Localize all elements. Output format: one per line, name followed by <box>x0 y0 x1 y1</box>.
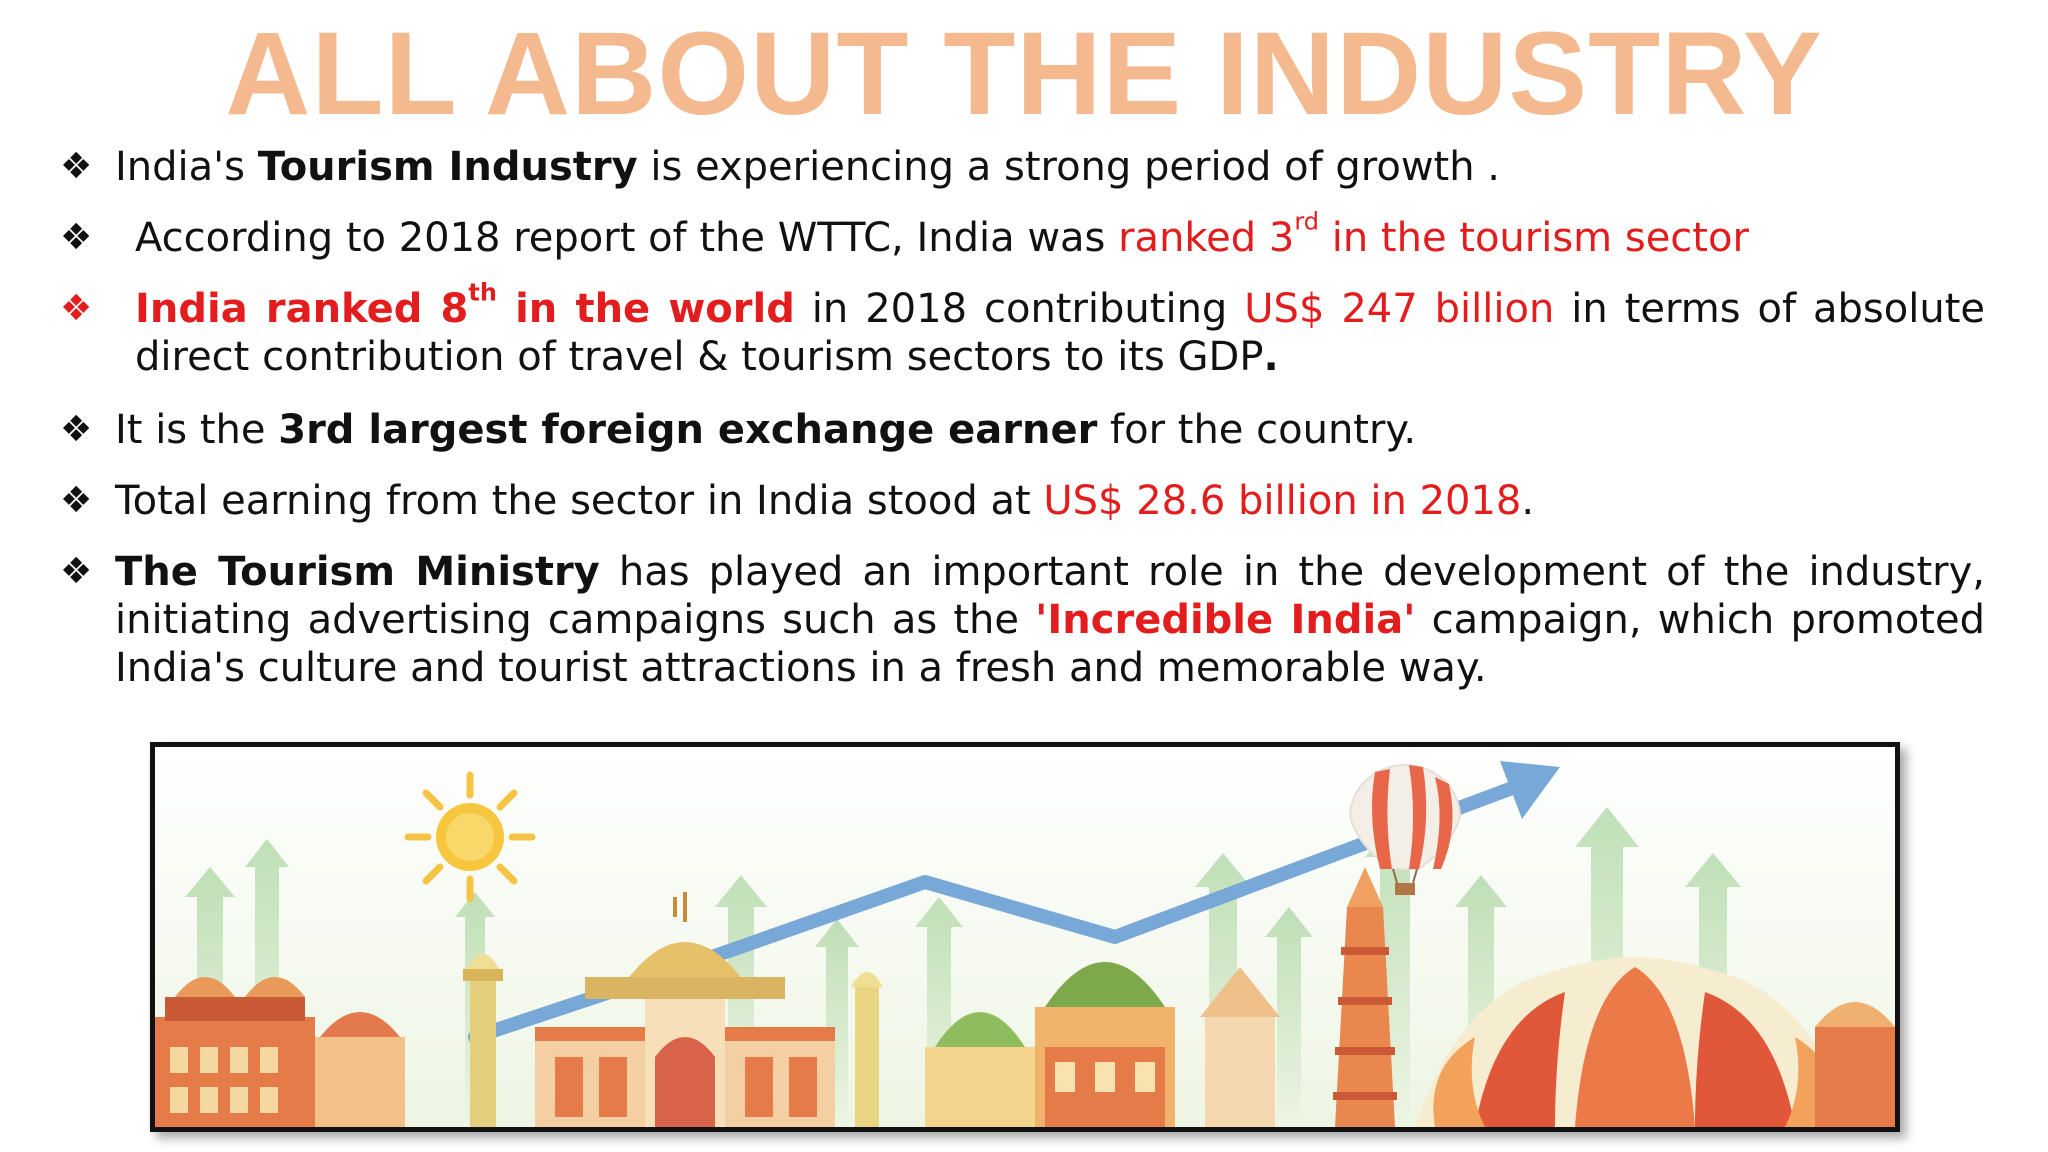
bullet-text: The Tourism Ministry has played an impor… <box>115 549 1986 691</box>
sun-icon <box>404 771 536 903</box>
bullet-text: India ranked 8th in the world in 2018 co… <box>135 278 1985 380</box>
diamond-bullet-icon: ❖ <box>60 480 93 521</box>
slide-title: ALL ABOUT THE INDUSTRY <box>225 8 1823 140</box>
trend-arrow-head <box>1500 761 1560 819</box>
diamond-bullet-icon: ❖ <box>60 146 93 187</box>
diamond-bullet-icon: ❖ <box>60 551 93 592</box>
bullet-text: India's Tourism Industry is experiencing… <box>115 144 1501 190</box>
tourism-growth-illustration <box>150 742 1900 1132</box>
hot-air-balloon-icon <box>1348 764 1462 895</box>
diamond-bullet-icon: ❖ <box>60 409 93 450</box>
indian-monuments-skyline <box>155 867 1895 1127</box>
lotus-temple <box>1415 957 1855 1127</box>
bullet-text: According to 2018 report of the WTTC, In… <box>135 207 1749 261</box>
diamond-bullet-icon: ❖ <box>60 288 93 329</box>
diamond-bullet-icon: ❖ <box>60 217 93 258</box>
bullet-text: It is the 3rd largest foreign exchange e… <box>115 407 1417 453</box>
bullet-text: Total earning from the sector in India s… <box>115 478 1535 524</box>
